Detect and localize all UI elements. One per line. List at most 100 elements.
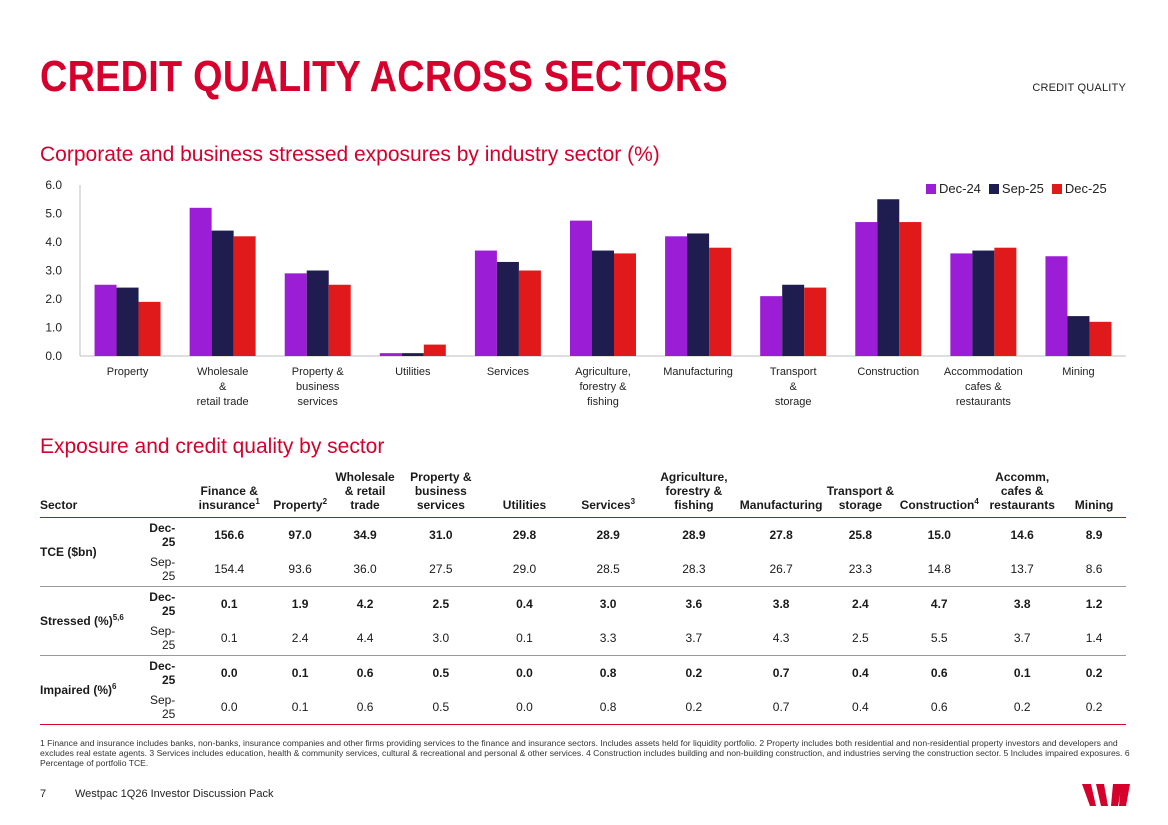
column-header: Property & business services — [399, 470, 483, 518]
column-header: Mining — [1062, 470, 1126, 518]
table-cell: 0.1 — [482, 621, 567, 656]
bar-sep-25 — [401, 353, 424, 356]
bar-dec-25 — [328, 284, 351, 356]
x-tick-label: Property & business services — [292, 366, 345, 408]
bar-dec-25 — [423, 344, 446, 356]
page-number: 7 — [40, 788, 47, 800]
table-cell: 29.0 — [482, 552, 567, 587]
page-title: CREDIT QUALITY ACROSS SECTORS — [40, 52, 728, 101]
bar-dec-24 — [760, 296, 783, 356]
bar-dec-25 — [899, 222, 922, 356]
table-cell: 23.3 — [824, 552, 897, 587]
table-cell: 5.5 — [896, 621, 983, 656]
table-cell: 31.0 — [429, 528, 453, 542]
table-cell: 0.8 — [566, 690, 650, 725]
column-header: Wholesale & retail trade — [331, 470, 400, 518]
table-cell: 2.4 — [852, 597, 869, 611]
chart-legend: Dec-24 Sep-25 Dec-25 — [926, 181, 1107, 196]
bar-dec-24 — [665, 236, 688, 356]
table-cell: 0.0 — [516, 666, 533, 680]
bar-sep-25 — [496, 261, 519, 356]
table-cell: 3.3 — [566, 621, 650, 656]
y-tick-label: 6.0 — [45, 178, 62, 192]
table-cell: 0.5 — [432, 666, 450, 680]
x-tick-label: Transport & storage — [770, 366, 817, 408]
table-cell: 0.6 — [930, 666, 948, 680]
footnotes: 1 Finance and insurance includes banks, … — [40, 738, 1130, 768]
legend-item: Sep-25 — [988, 181, 1044, 196]
bar-dec-25 — [994, 247, 1017, 356]
table-cell: 29.8 — [512, 528, 537, 542]
table-cell: 4.4 — [331, 621, 400, 656]
section-tag: CREDIT QUALITY — [1032, 82, 1126, 94]
table-cell: 0.6 — [896, 690, 983, 725]
table-cell: 0.1 — [220, 597, 238, 611]
table-cell: 0.0 — [189, 690, 270, 725]
table-cell: 4.3 — [737, 621, 825, 656]
y-tick-label: 0.0 — [45, 349, 62, 363]
bar-sep-25 — [687, 233, 710, 356]
row-group-label: TCE ($bn) — [40, 517, 140, 587]
column-header: Finance & insurance1 — [189, 470, 270, 518]
table-cell: 2.5 — [432, 597, 450, 611]
y-tick-label: 4.0 — [45, 235, 62, 249]
column-header: Property2 — [269, 470, 332, 518]
table-cell: 0.2 — [1085, 666, 1103, 680]
table-cell: 28.5 — [566, 552, 650, 587]
table-row: TCE ($bn) Dec-25 156.6 97.0 34.9 31.0 29.8 28.9… — [40, 517, 1126, 587]
table-cell: 0.2 — [649, 690, 738, 725]
table-cell: 25.8 — [848, 528, 873, 542]
bar-sep-25 — [1067, 316, 1090, 356]
table-cell: 27.8 — [769, 528, 793, 542]
bar-dec-24 — [950, 253, 973, 356]
table-cell: 97.0 — [288, 528, 312, 542]
table-cell: 0.0 — [482, 690, 567, 725]
bar-dec-25 — [138, 301, 161, 356]
x-tick-label: Manufacturing — [663, 366, 733, 378]
table-cell: 13.7 — [982, 552, 1063, 587]
table-cell: 3.7 — [982, 621, 1063, 656]
legend-swatch — [926, 183, 936, 194]
x-tick-label: Accommodation cafes & restaurants — [944, 366, 1023, 408]
bar-dec-25 — [709, 247, 732, 356]
table-cell: 2.4 — [269, 621, 332, 656]
bar-dec-24 — [855, 222, 878, 356]
column-header: Accomm, cafes & restaurants — [982, 470, 1063, 518]
bar-dec-25 — [518, 270, 541, 356]
period-label: Dec-25 — [149, 521, 176, 549]
table-header-row: Sector Finance & insurance1 Property2 Whole… — [40, 470, 1126, 518]
table-cell: 0.1 — [291, 666, 309, 680]
sector-table: Sector Finance & insurance1 Property2 Whole… — [40, 470, 1126, 725]
table-cell: 8.6 — [1062, 552, 1126, 587]
table-cell: 0.7 — [772, 666, 790, 680]
x-tick-label: Mining — [1062, 366, 1094, 378]
table-row: Sep-25 154.4 93.6 36.0 27.5 29.0 28.5 28.3 26.7 2… — [40, 552, 1126, 587]
y-tick-label: 2.0 — [45, 292, 62, 306]
table-cell: 0.0 — [220, 666, 238, 680]
period-label: Dec-25 — [149, 659, 176, 687]
chart-title: Corporate and business stressed exposure… — [40, 143, 660, 166]
x-tick-label: Property — [107, 366, 149, 378]
column-header: Construction4 — [896, 470, 983, 518]
table-row: Stressed (%)5,6 Dec-25 0.1 1.9 4.2 2.5 0.4 3.0 3… — [40, 586, 1126, 656]
bar-sep-25 — [972, 250, 995, 356]
table-cell: 28.3 — [649, 552, 738, 587]
legend-item: Dec-24 — [926, 181, 981, 196]
bar-sep-25 — [116, 287, 139, 356]
column-header: Utilities — [482, 470, 567, 518]
x-tick-label: Construction — [857, 366, 919, 378]
table-cell: 156.6 — [214, 528, 245, 542]
column-header: Sector — [40, 470, 140, 518]
footer-title: Westpac 1Q26 Investor Discussion Pack — [75, 788, 274, 800]
table-cell: 93.6 — [269, 552, 332, 587]
bar-sep-25 — [211, 230, 234, 356]
table-cell: 0.8 — [599, 666, 617, 680]
table-cell: 2.5 — [824, 621, 897, 656]
column-header: Transport & storage — [824, 470, 897, 518]
table-cell: 0.1 — [1013, 666, 1031, 680]
y-tick-label: 1.0 — [45, 321, 62, 335]
table-cell: 14.8 — [896, 552, 983, 587]
table-cell: 8.9 — [1085, 528, 1103, 542]
table-cell: 3.0 — [399, 621, 483, 656]
table-cell: 0.6 — [356, 666, 374, 680]
